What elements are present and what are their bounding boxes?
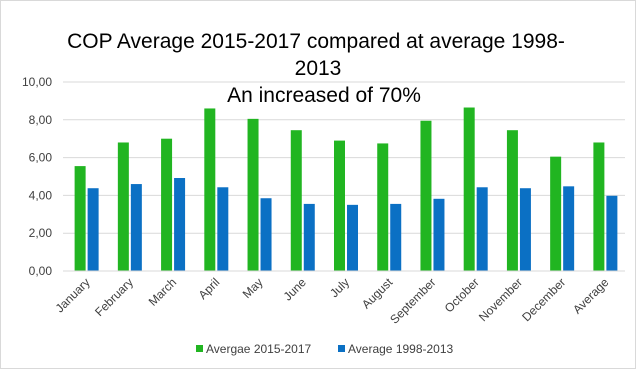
bar-avg-1998-2013 [606,195,618,271]
x-tick-label: April [196,275,223,302]
y-tick-label: 10,00 [22,75,52,89]
bar-avg-1998-2013 [519,188,531,271]
bar-avg-2015-2017 [593,142,605,271]
x-tick-label: March [146,275,179,308]
legend-swatch [196,345,203,352]
x-tick-label: June [281,275,310,304]
legend: Avergae 2015-2017 Average 1998-2013 [196,342,454,356]
x-tick-label: July [327,275,352,300]
bar-avg-1998-2013 [174,178,186,271]
y-tick-label: 4,00 [29,188,53,202]
bar-avg-1998-2013 [260,198,272,271]
bar-avg-2015-2017 [506,130,518,271]
x-tick-label: November [476,275,525,324]
y-tick-label: 0,00 [29,264,53,278]
chart-annotation: An increased of 70% [227,84,421,107]
legend-swatch [338,345,345,352]
bars [74,107,618,272]
bar-avg-2015-2017 [290,130,302,271]
bar-avg-2015-2017 [463,107,475,271]
x-tick-label: February [92,275,136,319]
x-tick-label: December [519,275,568,324]
bar-avg-2015-2017 [334,140,345,271]
bar-avg-1998-2013 [217,187,229,271]
bar-avg-1998-2013 [476,187,488,271]
bar-avg-1998-2013 [433,198,445,271]
chart-title-line-2: 2013 [295,57,342,80]
legend-label: Average 1998-2013 [348,342,454,356]
bar-avg-1998-2013 [130,184,142,271]
bar-avg-1998-2013 [303,203,315,271]
chart-title-line-1: COP Average 2015-2017 compared at averag… [67,30,565,53]
bar-avg-1998-2013 [87,188,99,271]
bar-avg-1998-2013 [347,204,358,271]
bar-avg-2015-2017 [550,156,562,271]
y-tick-label: 8,00 [29,113,53,127]
x-tick-label: May [240,275,266,301]
bar-avg-2015-2017 [204,108,216,272]
x-tick-label: September [387,275,438,326]
bar-avg-2015-2017 [247,118,259,271]
x-tick-label: August [359,275,396,312]
x-tick-label: October [442,275,482,315]
bar-avg-1998-2013 [563,186,575,271]
bar-avg-2015-2017 [74,166,86,271]
bar-avg-2015-2017 [420,120,432,272]
bar-avg-1998-2013 [390,203,402,271]
bar-avg-2015-2017 [117,142,129,271]
bar-avg-2015-2017 [377,143,389,271]
y-tick-label: 2,00 [29,226,53,240]
chart-title: COP Average 2015-2017 compared at averag… [67,30,565,107]
x-tick-label: Average [570,275,612,317]
legend-label: Avergae 2015-2017 [206,342,312,356]
y-axis-ticks: 0,00 2,00 4,00 6,00 8,00 10,00 [22,75,52,278]
bar-avg-2015-2017 [161,138,173,271]
y-tick-label: 6,00 [29,151,53,165]
x-axis-labels: January February March April May June July Augu… [53,275,612,327]
x-tick-label: January [53,275,93,315]
